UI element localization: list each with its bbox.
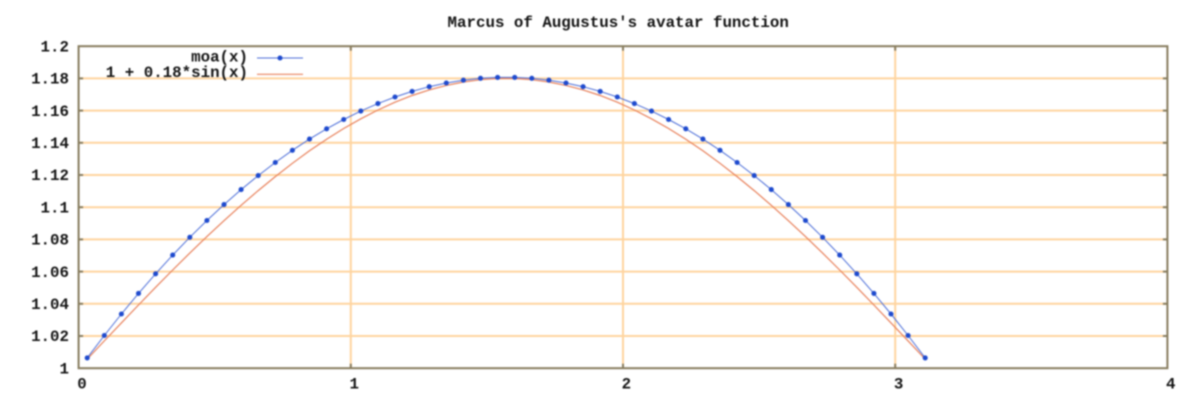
- svg-text:moa(x): moa(x): [191, 49, 248, 67]
- svg-text:3: 3: [894, 375, 903, 393]
- svg-text:1.16: 1.16: [31, 103, 69, 121]
- svg-text:1.04: 1.04: [31, 296, 69, 314]
- svg-text:1: 1: [60, 360, 69, 378]
- svg-text:1.02: 1.02: [31, 328, 69, 346]
- svg-text:1.08: 1.08: [31, 232, 69, 250]
- svg-text:1.12: 1.12: [31, 167, 69, 185]
- svg-text:1.14: 1.14: [31, 135, 69, 153]
- svg-text:1: 1: [349, 375, 358, 393]
- svg-text:1.06: 1.06: [31, 264, 69, 282]
- svg-text:0: 0: [77, 375, 86, 393]
- svg-text:Marcus of Augustus's avatar fu: Marcus of Augustus's avatar function: [448, 14, 789, 32]
- svg-text:4: 4: [1166, 375, 1176, 393]
- svg-text:1.18: 1.18: [31, 71, 69, 89]
- svg-text:2: 2: [622, 375, 631, 393]
- svg-text:1 + 0.18*sin(x): 1 + 0.18*sin(x): [106, 64, 248, 82]
- svg-text:1.2: 1.2: [41, 38, 69, 56]
- svg-text:1.1: 1.1: [41, 199, 69, 217]
